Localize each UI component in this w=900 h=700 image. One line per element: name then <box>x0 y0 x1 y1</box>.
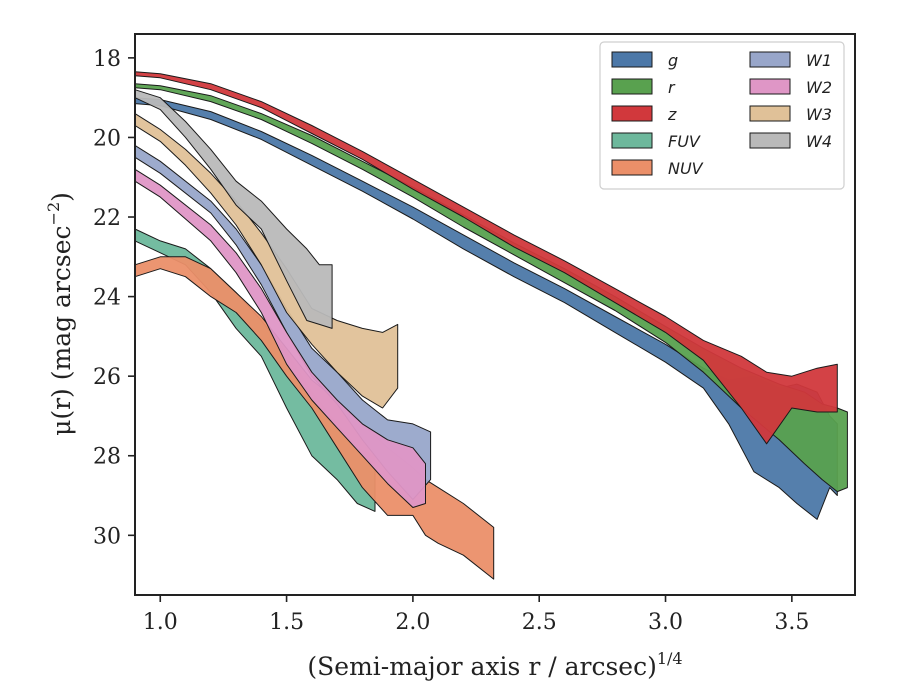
legend: grz FUV NUV W1 W2 W3 W4 <box>599 41 845 190</box>
legend-swatch-w4 <box>749 132 791 149</box>
band-w4 <box>134 89 333 329</box>
legend-label-r: r <box>668 78 676 97</box>
x-tick-label-1: 1.5 <box>269 610 304 635</box>
axis-ticks: 1.0 1.5 2.0 2.5 3.0 3.5 18 20 22 24 26 28 30 <box>93 47 809 635</box>
y-tick-label-4: 26 <box>93 365 121 390</box>
y-tick-label-0: 18 <box>93 47 121 72</box>
legend-swatch-nuv <box>611 159 653 176</box>
legend-label-w2: W2 <box>806 78 832 97</box>
y-tick-label-5: 28 <box>93 445 121 470</box>
legend-swatch-fuv <box>611 132 653 149</box>
legend-label-w3: W3 <box>806 105 832 124</box>
legend-swatch-w1 <box>749 51 791 68</box>
legend-label-nuv: NUV <box>668 159 704 178</box>
legend-label-w4: W4 <box>806 132 832 151</box>
legend-label-g: g <box>668 51 678 70</box>
x-tick-label-5: 3.5 <box>774 610 809 635</box>
plot-frame <box>134 33 856 596</box>
y-tick-label-1: 20 <box>93 126 121 151</box>
y-tick-label-6: 30 <box>93 524 121 549</box>
legend-label-fuv: FUV <box>668 132 701 151</box>
legend-swatch-z <box>611 105 653 122</box>
legend-swatch-r <box>611 78 653 95</box>
x-tick-label-3: 2.5 <box>522 610 557 635</box>
band-w2 <box>134 168 426 508</box>
profile-bands <box>134 71 848 580</box>
band-g <box>134 97 838 520</box>
legend-swatch-w2 <box>749 78 791 95</box>
x-tick-label-0: 1.0 <box>143 610 178 635</box>
legend-swatch-g <box>611 51 653 68</box>
y-axis-title: μ(r) (mag arcsec−2) <box>44 192 76 436</box>
x-tick-label-2: 2.0 <box>395 610 430 635</box>
legend-label-w1: W1 <box>806 51 832 70</box>
legend-label-z: z <box>667 105 677 124</box>
band-z <box>134 71 838 445</box>
legend-swatch-w3 <box>749 105 791 122</box>
y-tick-label-2: 22 <box>93 206 121 231</box>
x-tick-label-4: 3.0 <box>648 610 683 635</box>
x-axis-title: (Semi-major axis r / arcsec)1/4 <box>307 649 682 681</box>
y-tick-label-3: 24 <box>93 286 121 311</box>
